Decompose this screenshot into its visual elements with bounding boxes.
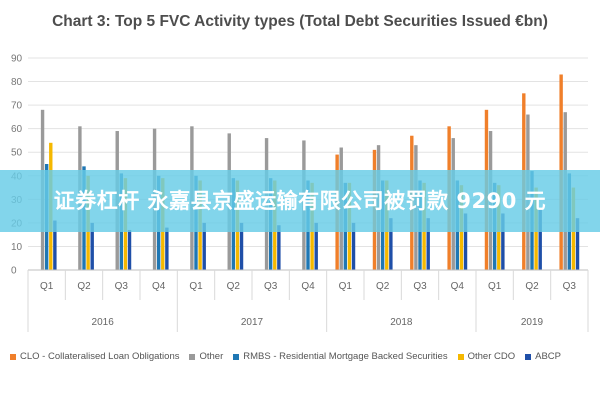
legend-swatch-other-cdo [457,353,464,360]
y-tick-label: 50 [11,148,23,159]
year-label: 2017 [241,317,264,328]
y-tick-label: 60 [11,124,23,135]
x-tick-label: Q1 [40,281,54,292]
legend-item-abcp: ABCP [525,351,561,362]
year-label: 2019 [521,317,544,328]
bar [277,225,281,270]
legend-label-other-cdo: Other CDO [467,351,516,362]
bar [351,222,356,270]
legend-swatch-other [189,353,196,360]
y-tick-label: 90 [11,54,23,65]
x-tick-label: Q4 [301,281,315,292]
year-label: 2018 [390,317,413,328]
legend-label-other: Other [199,351,224,362]
banner-text: 证券杠杆 永嘉县京盛运输有限公司被罚款 9290 元 [53,189,547,213]
bar [575,218,580,270]
x-tick-label: Q3 [413,281,427,292]
y-tick-label: 70 [11,101,23,112]
y-tick-label: 80 [11,77,23,88]
legend-swatch-abcp [525,353,532,360]
legend-swatch-rmbs [233,353,240,360]
bar [426,218,430,270]
bar [165,227,169,270]
x-tick-label: Q2 [77,281,91,292]
x-tick-label: Q3 [115,281,129,292]
year-label: 2016 [92,317,115,328]
x-tick-label: Q3 [563,281,577,292]
legend-label-rmbs: RMBS - Residential Mortgage Backed Secur… [243,351,448,362]
x-tick-label: Q1 [339,281,353,292]
watermark-banner [0,170,600,232]
x-tick-label: Q2 [525,281,539,292]
legend-swatch-clo [10,353,16,360]
legend-label-abcp: ABCP [535,351,561,362]
bar [314,222,318,270]
legend-label-clo: CLO - Collateralised Loan Obligations [20,351,180,362]
legend-item-rmbs: RMBS - Residential Mortgage Backed Secur… [233,351,448,362]
chart-title: Chart 3: Top 5 FVC Activity types (Total… [52,13,548,30]
bar [239,222,244,270]
bar [53,220,57,270]
x-tick-label: Q2 [227,281,241,292]
bar [389,218,393,270]
x-tick-label: Q1 [189,281,203,292]
legend-item-other-cdo: Other CDO [457,351,516,362]
bar [90,222,94,270]
bar [127,229,132,270]
y-tick-label: 10 [11,242,23,253]
bar [463,213,468,270]
chart-legend: CLO - Collateralised Loan Obligations Ot… [10,351,595,362]
x-tick-label: Q2 [376,281,390,292]
x-tick-label: Q4 [451,281,465,292]
bar [202,222,206,270]
x-tick-label: Q3 [264,281,278,292]
bar [501,213,505,270]
y-tick-label: 0 [11,266,17,277]
legend-item-other: Other [189,351,223,362]
x-tick-label: Q1 [488,281,502,292]
bar [538,208,542,270]
x-tick-label: Q4 [152,281,166,292]
legend-item-clo: CLO - Collateralised Loan Obligations [10,351,179,362]
